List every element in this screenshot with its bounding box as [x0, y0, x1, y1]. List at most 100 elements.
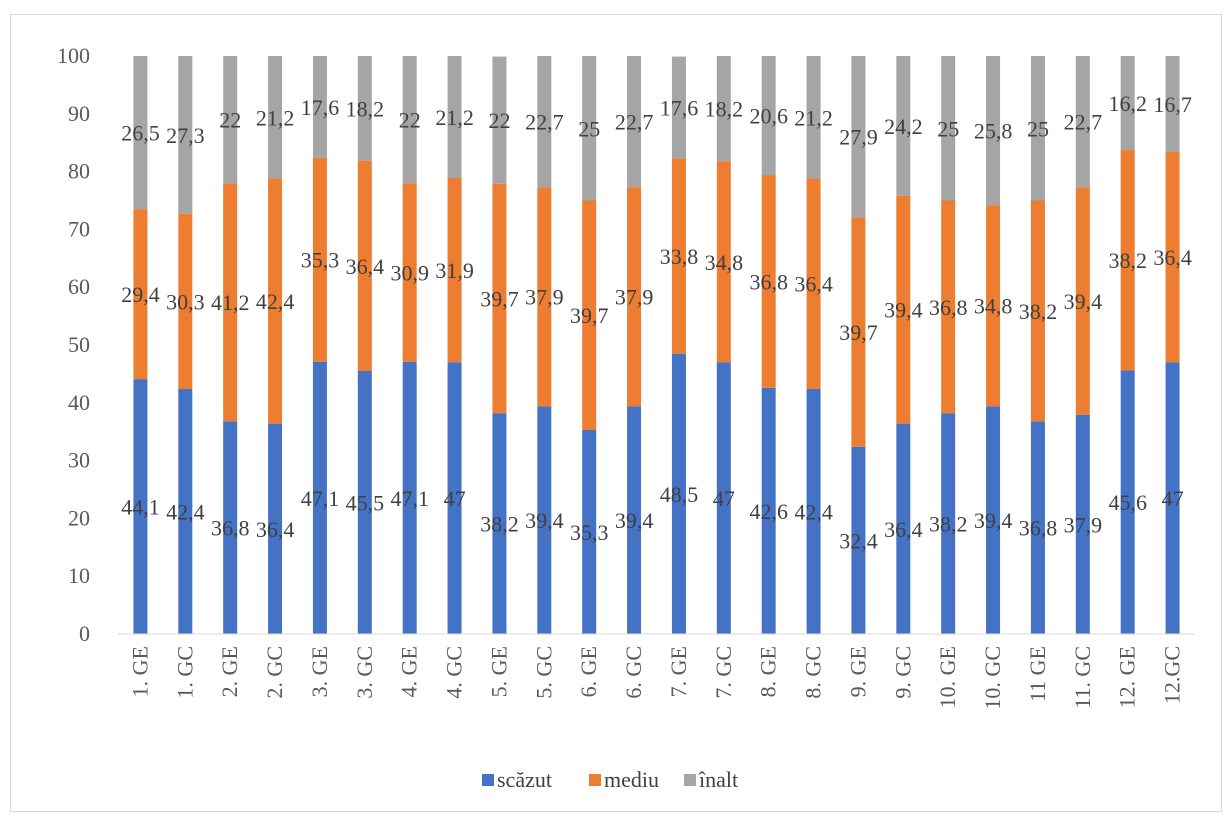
bar-segment-mediu: [627, 187, 642, 407]
bar-segment-inalt: [447, 56, 462, 178]
data-label: 21,2: [794, 105, 833, 130]
bar-segment-mediu: [402, 183, 417, 362]
data-label: 44,1: [121, 495, 160, 520]
legend-label: înalt: [698, 767, 738, 792]
data-label: 18,2: [705, 97, 744, 122]
x-tick-label: 6. GE: [576, 646, 601, 697]
x-tick-label: 12.GC: [1160, 646, 1185, 704]
data-label: 33,8: [660, 244, 699, 269]
bar-segment-scazut: [133, 379, 148, 634]
data-label: 42,4: [256, 289, 295, 314]
bar-segment-inalt: [1075, 56, 1090, 188]
y-tick-label: 50: [68, 332, 90, 357]
x-tick-label: 11. GC: [1070, 646, 1095, 709]
data-label: 36,4: [256, 517, 295, 542]
bar-segment-scazut: [582, 429, 597, 634]
bar-segment-scazut: [268, 423, 283, 634]
bar-segment-scazut: [1120, 370, 1135, 634]
data-label: 45,5: [346, 491, 385, 516]
bar-segment-inalt: [178, 56, 193, 214]
bar-segment-inalt: [941, 56, 956, 201]
x-tick-label: 8. GE: [756, 646, 781, 697]
bar-segment-inalt: [896, 56, 911, 196]
bar-segment-inalt: [537, 56, 552, 188]
bar-segment-mediu: [223, 183, 238, 422]
data-label: 38,2: [929, 512, 968, 537]
x-tick-label: 7. GC: [711, 646, 736, 699]
data-label: 39,4: [525, 508, 564, 533]
data-label: 42,4: [166, 499, 205, 524]
bars: [133, 56, 1180, 634]
x-tick-label: 2. GE: [217, 646, 242, 697]
data-label: 32,4: [839, 528, 878, 553]
data-label: 39,4: [1064, 289, 1103, 314]
y-tick-label: 40: [68, 390, 90, 415]
x-tick-label: 12. GE: [1115, 646, 1140, 708]
bar-segment-scazut: [896, 423, 911, 634]
data-label: 47,1: [301, 486, 340, 511]
bar-segment-inalt: [133, 56, 148, 210]
y-tick-label: 100: [57, 43, 90, 68]
bar-segment-mediu: [806, 178, 821, 389]
bar-segment-mediu: [133, 209, 148, 380]
bar-segment-scazut: [537, 406, 552, 634]
data-label: 39,7: [839, 320, 878, 345]
bar-segment-inalt: [357, 56, 372, 161]
legend-swatch: [482, 774, 494, 786]
x-tick-label: 3. GE: [307, 646, 332, 697]
bar-segment-scazut: [223, 421, 238, 634]
data-label: 35,3: [570, 520, 609, 545]
bar-segment-inalt: [851, 56, 866, 218]
data-label: 34,8: [974, 294, 1013, 319]
bar-segment-mediu: [986, 205, 1001, 407]
data-label: 22,7: [525, 110, 564, 135]
bar-segment-mediu: [582, 200, 597, 430]
bar-segment-mediu: [357, 160, 372, 372]
data-labels: 44,1 29,4 26,5 42,4 30,3 27,3 36,8 41,2 22 36,4 42…: [121, 91, 1192, 554]
y-tick-label: 80: [68, 159, 90, 184]
data-label: 47: [713, 486, 735, 511]
bar-segment-inalt: [986, 56, 1001, 206]
bar-segment-scazut: [312, 361, 327, 634]
x-tick-label: 1. GC: [172, 646, 197, 699]
y-tick-label: 0: [79, 621, 90, 646]
bar-segment-inalt: [312, 56, 327, 158]
data-label: 47,1: [390, 486, 429, 511]
bar-segment-mediu: [671, 158, 686, 354]
bar-segment-mediu: [1165, 151, 1180, 363]
bar-segment-mediu: [896, 195, 911, 424]
data-label: 20,6: [749, 104, 788, 129]
x-tick-label: 9. GC: [890, 646, 915, 699]
data-label: 25: [578, 116, 600, 141]
x-tick-label: 2. GC: [262, 646, 287, 699]
data-label: 22,7: [1064, 110, 1103, 135]
data-label: 30,3: [166, 289, 205, 314]
data-label: 17,6: [660, 95, 699, 120]
data-label: 21,2: [435, 105, 474, 130]
y-tick-label: 90: [68, 101, 90, 126]
data-label: 39,4: [884, 298, 923, 323]
bar-segment-inalt: [671, 56, 686, 159]
x-tick-label: 3. GC: [352, 646, 377, 699]
data-label: 17,6: [301, 95, 340, 120]
data-label: 29,4: [121, 282, 160, 307]
data-label: 36,4: [1153, 245, 1192, 270]
data-label: 41,2: [211, 290, 250, 315]
bar-segment-scazut: [1165, 362, 1180, 634]
data-label: 22: [219, 108, 241, 133]
data-label: 36,8: [211, 516, 250, 541]
data-label: 31,9: [435, 258, 474, 283]
y-tick-label: 20: [68, 505, 90, 530]
x-tick-label: 4. GC: [442, 646, 467, 699]
data-label: 36,8: [929, 295, 968, 320]
bar-segment-scazut: [806, 388, 821, 634]
y-tick-label: 70: [68, 216, 90, 241]
data-label: 25,8: [974, 119, 1013, 144]
bar-segment-inalt: [761, 56, 776, 176]
x-axis: 1. GE 1. GC 2. GE 2. GC 3. GE 3. GC 4. GE 4. GC…: [118, 633, 1195, 710]
bar-segment-scazut: [671, 353, 686, 634]
bar-segment-scazut: [178, 388, 193, 634]
bar-segment-inalt: [716, 56, 731, 162]
bar-segment-scazut: [627, 406, 642, 634]
